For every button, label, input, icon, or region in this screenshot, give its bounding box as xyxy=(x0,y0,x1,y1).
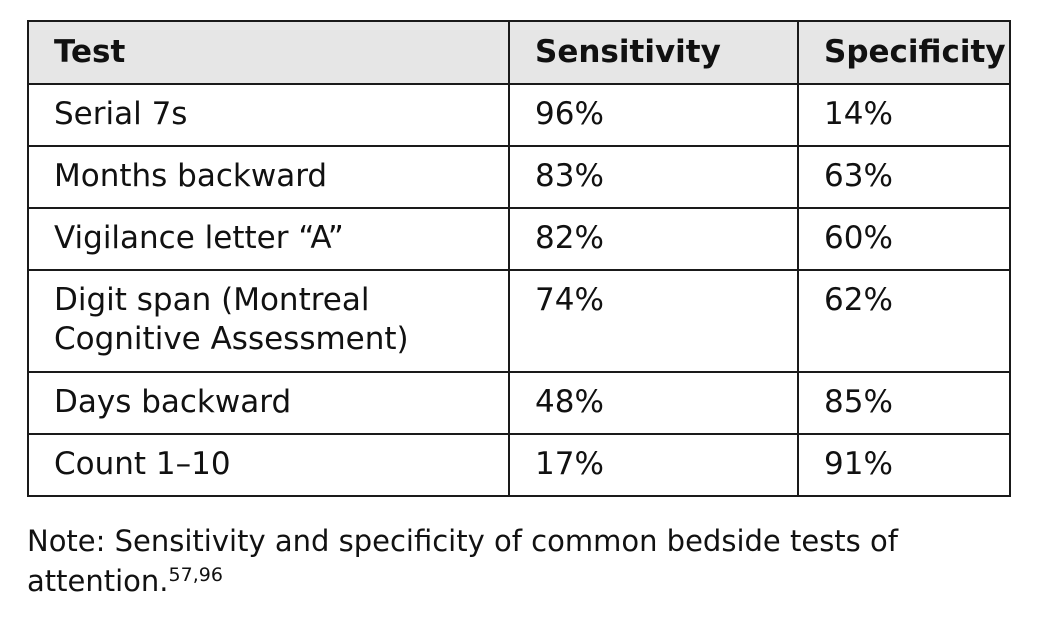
column-header-sensitivity: Sensitivity xyxy=(508,20,799,85)
cell-specificity: 91% xyxy=(797,433,1011,497)
table-row: Digit span (Montreal Cognitive Assessment… xyxy=(27,269,1011,373)
cell-test-line: Cognitive Assessment) xyxy=(54,321,409,357)
cell-sensitivity: 96% xyxy=(508,83,799,147)
cell-test-line: Digit span (Montreal xyxy=(54,282,370,318)
cell-specificity: 85% xyxy=(797,371,1011,435)
cell-specificity: 63% xyxy=(797,145,1011,209)
cell-sensitivity: 82% xyxy=(508,207,799,271)
column-header-specificity: Specificity xyxy=(797,20,1011,85)
cell-specificity: 62% xyxy=(797,269,1011,373)
cell-test: Digit span (Montreal Cognitive Assessment… xyxy=(27,269,510,373)
attention-tests-table: Test Sensitivity Specificity Serial 7s 9… xyxy=(27,20,1011,497)
cell-test: Serial 7s xyxy=(27,83,510,147)
note-text: Note: Sensitivity and specificity of com… xyxy=(27,524,898,598)
table-header-row: Test Sensitivity Specificity xyxy=(27,20,1011,85)
column-header-test: Test xyxy=(27,20,510,85)
table-row: Days backward 48% 85% xyxy=(27,371,1011,435)
attention-tests-table-wrapper: Test Sensitivity Specificity Serial 7s 9… xyxy=(27,20,1011,497)
cell-sensitivity: 17% xyxy=(508,433,799,497)
table-row: Count 1–10 17% 91% xyxy=(27,433,1011,497)
citation-superscript: 57,96 xyxy=(168,564,223,586)
cell-test: Days backward xyxy=(27,371,510,435)
cell-test: Vigilance letter “A” xyxy=(27,207,510,271)
cell-sensitivity: 48% xyxy=(508,371,799,435)
cell-test: Count 1–10 xyxy=(27,433,510,497)
table-row: Vigilance letter “A” 82% 60% xyxy=(27,207,1011,271)
cell-test: Months backward xyxy=(27,145,510,209)
table-note: Note: Sensitivity and specificity of com… xyxy=(27,521,927,601)
cell-sensitivity: 83% xyxy=(508,145,799,209)
table-row: Serial 7s 96% 14% xyxy=(27,83,1011,147)
cell-specificity: 14% xyxy=(797,83,1011,147)
cell-sensitivity: 74% xyxy=(508,269,799,373)
cell-specificity: 60% xyxy=(797,207,1011,271)
table-row: Months backward 83% 63% xyxy=(27,145,1011,209)
